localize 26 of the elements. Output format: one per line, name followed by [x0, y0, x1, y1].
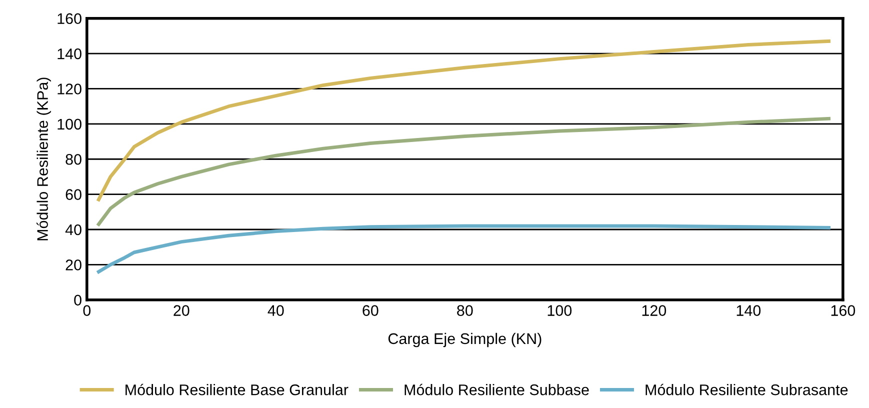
- y-tick-label: 0: [74, 294, 82, 306]
- y-tick-label: 40: [65, 224, 82, 236]
- x-tick-label: 140: [736, 305, 761, 316]
- legend-label: Módulo Resiliente Subbase: [404, 384, 589, 396]
- x-axis-title: Carga Eje Simple (KN): [388, 332, 542, 348]
- x-tick-label: 100: [548, 305, 572, 316]
- line-series: [96, 40, 830, 202]
- x-tick-label: 160: [831, 305, 856, 316]
- y-tick-label: 80: [66, 154, 82, 165]
- y-tick-label: 20: [66, 260, 82, 270]
- x-tick-label: 80: [457, 305, 473, 316]
- y-tick-label: 120: [58, 84, 82, 94]
- x-tick-label: 60: [362, 305, 378, 316]
- y-tick-label: 100: [58, 118, 82, 130]
- line-series: [96, 116, 830, 226]
- y-tick-label: 160: [58, 13, 82, 24]
- legend-label: Módulo Resiliente Subrasante: [646, 384, 848, 396]
- x-tick-label: 120: [642, 305, 666, 316]
- y-tick-label: 60: [66, 189, 82, 200]
- line-series: [96, 224, 830, 274]
- x-tick-label: 20: [174, 305, 190, 316]
- x-tick-label: 40: [268, 305, 284, 316]
- y-tick-label: 140: [58, 48, 82, 60]
- y-axis-title: Módulo Resiliente (KPa): [36, 78, 51, 240]
- x-tick-label: 0: [83, 305, 91, 316]
- legend-label: Módulo Resiliente Base Granular: [126, 384, 348, 396]
